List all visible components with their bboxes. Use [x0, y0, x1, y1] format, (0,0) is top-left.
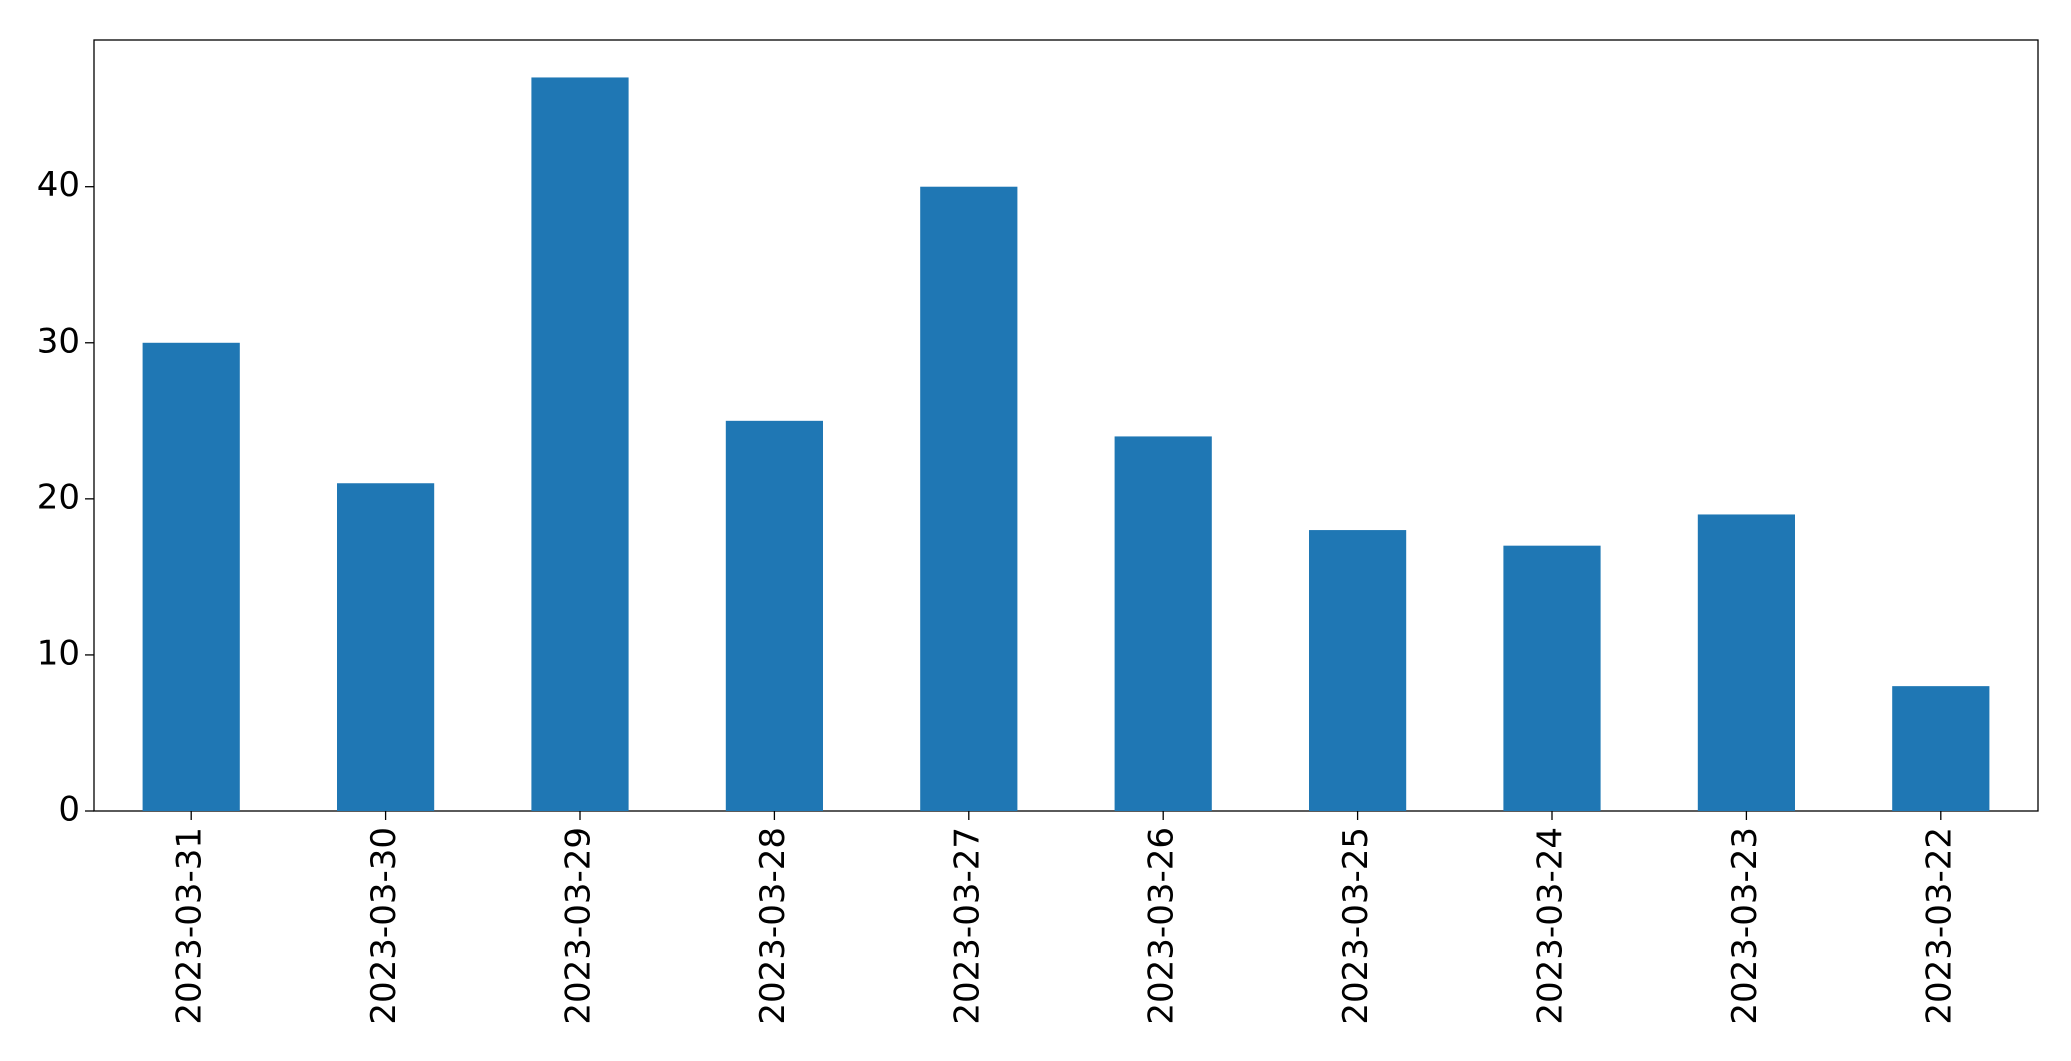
- x-tick-label: 2023-03-26: [1142, 827, 1182, 1025]
- x-tick-label: 2023-03-30: [364, 827, 404, 1025]
- x-tick-label: 2023-03-29: [559, 827, 599, 1025]
- bar: [920, 186, 1018, 811]
- x-tick-label: 2023-03-31: [170, 827, 210, 1025]
- y-tick-label: 0: [58, 790, 80, 830]
- y-tick-label: 30: [37, 321, 80, 361]
- bar: [1697, 514, 1795, 811]
- bar: [337, 483, 435, 811]
- bar: [725, 420, 823, 811]
- x-tick-label: 2023-03-27: [947, 827, 987, 1025]
- y-tick-label: 20: [37, 477, 80, 517]
- bar: [1503, 545, 1601, 811]
- x-tick-label: 2023-03-25: [1336, 827, 1376, 1025]
- bar: [1309, 530, 1407, 811]
- bar: [142, 342, 240, 811]
- plot-frame: [93, 39, 2039, 812]
- bar: [1892, 686, 1990, 811]
- bar: [531, 77, 629, 811]
- x-tick-label: 2023-03-22: [1919, 827, 1959, 1025]
- bar: [1114, 436, 1212, 811]
- y-tick-label: 10: [37, 633, 80, 673]
- x-tick-label: 2023-03-28: [753, 827, 793, 1025]
- x-tick-label: 2023-03-23: [1725, 827, 1765, 1025]
- x-tick-label: 2023-03-24: [1531, 827, 1571, 1025]
- y-tick-label: 40: [37, 165, 80, 205]
